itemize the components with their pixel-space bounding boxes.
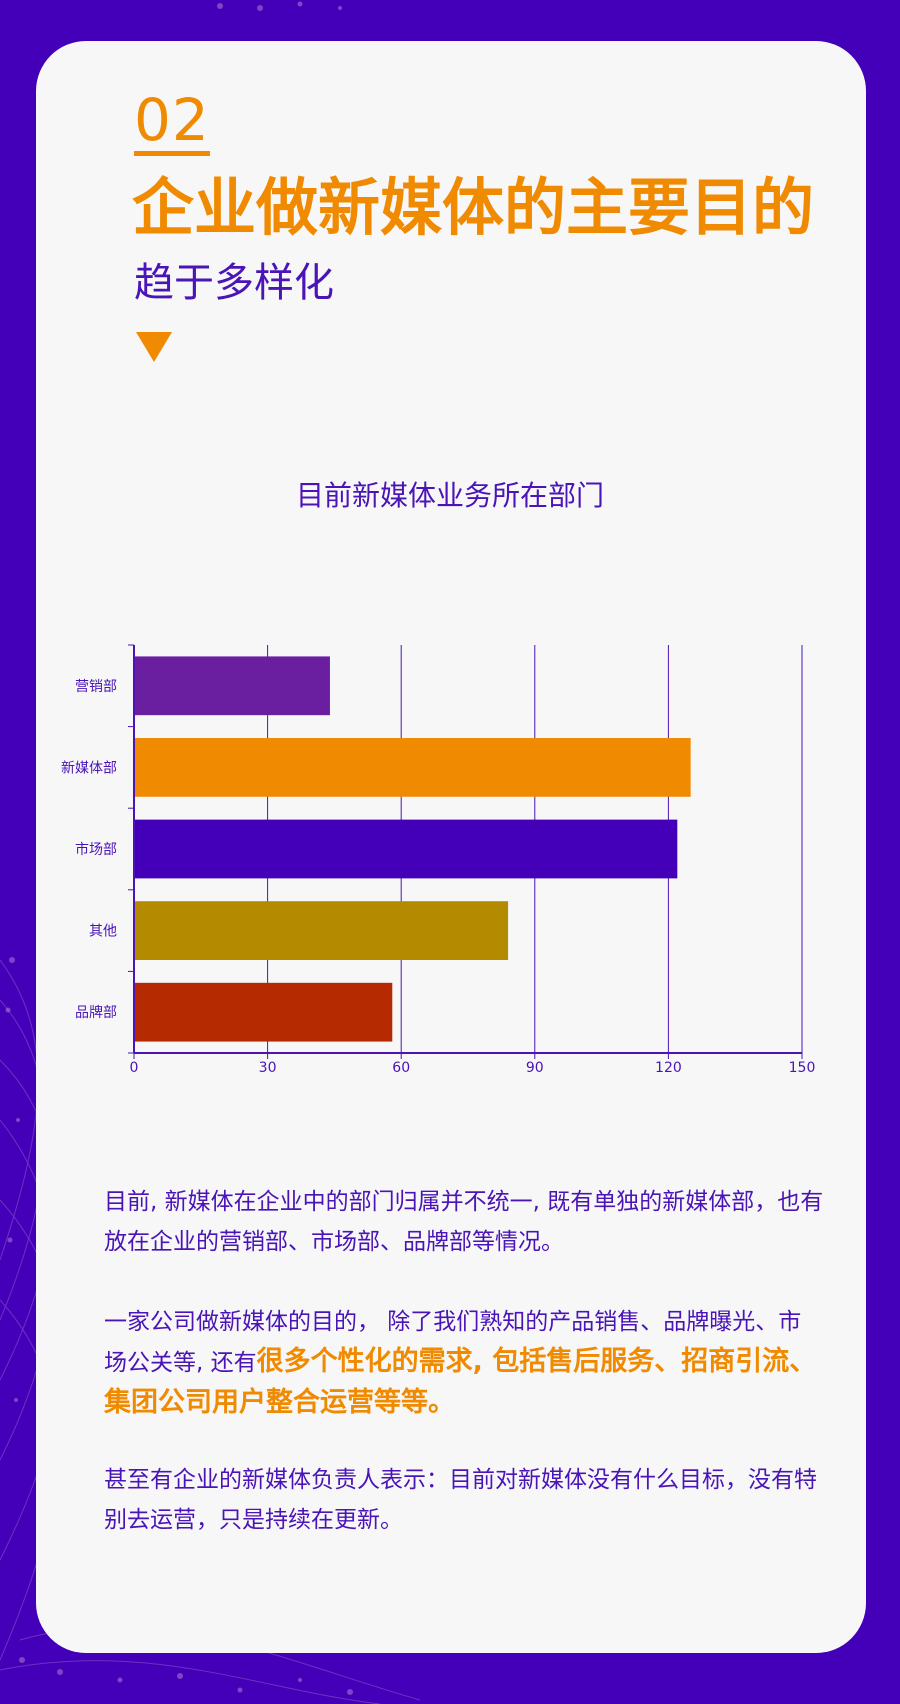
y-tick-label-2: 市场部 <box>75 841 117 858</box>
down-triangle-icon <box>136 332 172 362</box>
x-tick-label-120: 120 <box>655 1060 682 1076</box>
bar-3 <box>134 901 509 960</box>
x-tick-label-60: 60 <box>392 1060 410 1076</box>
section-number: 02 <box>134 86 210 154</box>
bar-0 <box>134 656 330 716</box>
paragraph-2-text: 一家公司做新媒体的目的， 除了我们熟知的产品销售、品牌曝光、市场公关等, 还有 <box>104 1309 802 1376</box>
page-subtitle: 趋于多样化 <box>134 260 334 306</box>
y-tick-label-3: 其他 <box>89 924 117 940</box>
bar-2 <box>134 819 678 879</box>
bar-1 <box>134 738 691 797</box>
x-tick-label-0: 0 <box>130 1060 139 1076</box>
chart-title: 目前新媒体业务所在部门 <box>295 479 604 512</box>
x-tick-label-30: 30 <box>259 1060 277 1076</box>
paragraph-3: 甚至有企业的新媒体负责人表示：目前对新媒体没有什么目标，没有特别去运营，只是持续… <box>104 1467 817 1533</box>
x-tick-label-90: 90 <box>526 1060 544 1076</box>
y-tick-label-4: 品牌部 <box>75 1004 117 1021</box>
paragraph-1: 目前, 新媒体在企业中的部门归属并不统一, 既有单独的新媒体部，也有放在企业的营… <box>104 1189 824 1255</box>
paragraph-2-highlight: 很多个性化的需求, 包括售后服务、招商引流、集团公司用户整合运营等等。 <box>104 1346 817 1418</box>
y-tick-label-1: 新媒体部 <box>61 760 117 776</box>
bar-4 <box>134 982 393 1042</box>
y-tick-label-0: 营销部 <box>75 679 117 695</box>
paragraph-2: 一家公司做新媒体的目的， 除了我们熟知的产品销售、品牌曝光、市场公关等, 还有很… <box>104 1302 824 1424</box>
section-number-underline <box>134 151 210 156</box>
x-tick-label-150: 150 <box>789 1060 816 1076</box>
page-title: 企业做新媒体的主要目的 <box>132 171 815 244</box>
